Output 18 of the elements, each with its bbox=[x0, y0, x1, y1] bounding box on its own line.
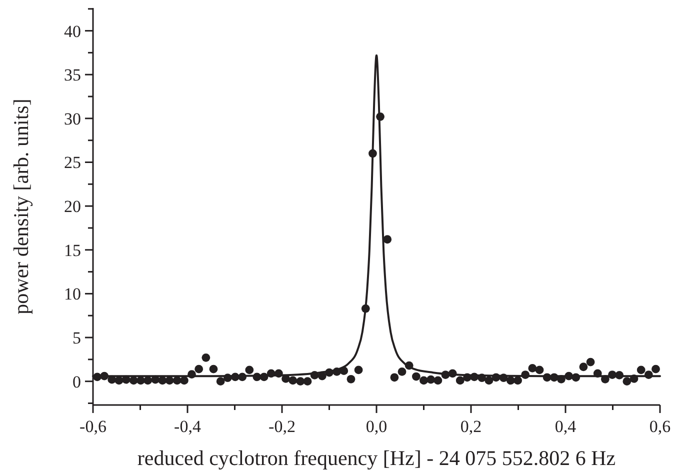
x-tick-label: 0,6 bbox=[649, 417, 671, 436]
y-tick-label: 10 bbox=[64, 284, 81, 304]
y-axis-title: power density [arb. units] bbox=[9, 98, 33, 314]
y-tick-label: 5 bbox=[72, 328, 81, 348]
y-tick-label: 40 bbox=[64, 22, 81, 41]
x-tick-label: -0,6 bbox=[80, 417, 106, 436]
x-axis-title: reduced cyclotron frequency [Hz] - 24 075 552.802 6 Hz bbox=[137, 446, 616, 470]
y-tick-label: 30 bbox=[64, 109, 81, 128]
x-tick-label: -0,4 bbox=[174, 417, 202, 436]
y-tick-label: 15 bbox=[64, 240, 81, 260]
x-tick-label: 0,0 bbox=[366, 417, 388, 436]
x-tick-label: 0,4 bbox=[554, 417, 577, 436]
x-tick-label: -0,2 bbox=[268, 417, 296, 436]
x-tick-label: 0,2 bbox=[460, 417, 482, 436]
y-tick-label: 20 bbox=[64, 197, 81, 216]
y-tick-label: 25 bbox=[64, 153, 81, 172]
y-tick-label: 35 bbox=[64, 66, 81, 85]
y-tick-label: 0 bbox=[72, 372, 81, 392]
